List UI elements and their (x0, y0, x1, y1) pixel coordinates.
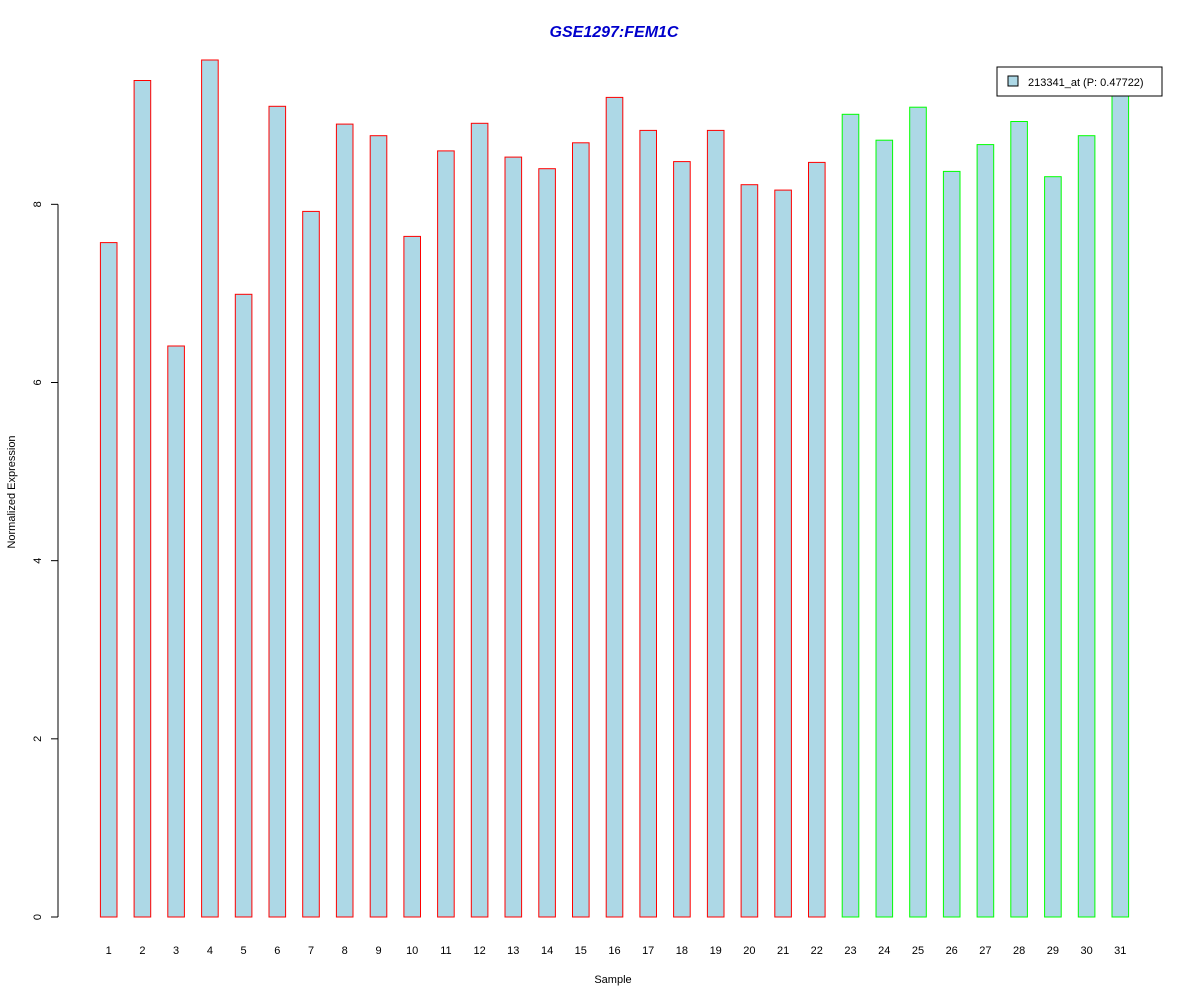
y-tick-label: 0 (32, 914, 44, 920)
bar-sample-1 (99, 242, 118, 918)
x-tick-label: 14 (541, 945, 553, 957)
bars-layer (99, 59, 1130, 918)
bar-sample-14 (538, 168, 556, 918)
bar-sample-21 (774, 189, 792, 918)
bar-sample-26 (942, 170, 961, 918)
bar-sample-27 (976, 144, 995, 918)
bar-sample-8 (335, 123, 354, 918)
bar-sample-24 (875, 139, 894, 918)
bar-sample-31 (1111, 88, 1130, 918)
bar-sample-20 (740, 184, 759, 918)
x-tick-label: 10 (406, 945, 418, 957)
x-tick-label: 22 (811, 945, 823, 957)
x-tick-label: 11 (440, 945, 451, 957)
x-tick-label: 26 (946, 945, 958, 957)
x-tick-label: 9 (375, 945, 381, 957)
x-tick-label: 21 (777, 945, 789, 957)
x-tick-label: 31 (1114, 945, 1126, 957)
bar-sample-5 (234, 293, 253, 918)
x-tick-label: 1 (106, 945, 112, 957)
x-tick-label: 3 (173, 945, 179, 957)
bar-sample-25 (909, 106, 927, 918)
chart-title: GSE1297:FEM1C (550, 24, 679, 41)
bar-sample-23 (841, 113, 860, 918)
bar-sample-12 (470, 122, 489, 918)
x-tick-label: 29 (1047, 945, 1059, 957)
legend-swatch (1007, 75, 1019, 87)
bar-sample-16 (605, 96, 624, 918)
bar-sample-30 (1077, 135, 1096, 918)
bar-sample-6 (268, 105, 287, 918)
x-tick-label: 16 (608, 945, 620, 957)
legend-box (996, 66, 1163, 97)
bar-sample-11 (437, 150, 455, 918)
bar-sample-3 (167, 345, 185, 918)
x-tick-label: 8 (342, 945, 348, 957)
x-tick-label: 4 (207, 945, 213, 957)
x-tick-label: 28 (1013, 945, 1025, 957)
y-tick-label: 8 (32, 201, 44, 207)
x-tick-label: 18 (676, 945, 688, 957)
y-tick-label: 4 (32, 558, 44, 564)
x-tick-label: 23 (844, 945, 856, 957)
bar-sample-18 (673, 161, 691, 918)
x-tick-label: 7 (308, 945, 314, 957)
x-tick-label: 15 (575, 945, 587, 957)
bar-sample-9 (369, 135, 388, 918)
x-tick-label: 27 (979, 945, 991, 957)
x-tick-label: 25 (912, 945, 924, 957)
x-tick-label: 12 (473, 945, 485, 957)
x-axis-label: Sample (594, 974, 631, 986)
x-tick-label: 30 (1080, 945, 1092, 957)
bar-sample-13 (504, 156, 523, 918)
x-tick-label: 2 (139, 945, 145, 957)
bar-sample-15 (572, 142, 590, 918)
legend-label: 213341_at (P: 0.47722) (1028, 77, 1144, 89)
x-tick-labels: 1 2 3 4 5 6 7 8 9 10 11 12 13 14 15 16 17 18 19 20 21 22 23 24 2… (106, 945, 1127, 957)
x-tick-label: 13 (507, 945, 519, 957)
bar-sample-29 (1044, 176, 1062, 918)
bar-sample-19 (706, 129, 725, 918)
bar-sample-28 (1010, 121, 1028, 918)
x-tick-label: 6 (274, 945, 280, 957)
x-tick-label: 5 (241, 945, 247, 957)
bar-sample-22 (808, 161, 826, 918)
y-tick-label: 6 (32, 379, 44, 385)
x-tick-label: 19 (710, 945, 722, 957)
y-axis-label: Normalized Expression (6, 435, 18, 548)
bar-sample-2 (133, 80, 152, 918)
bar-sample-4 (201, 59, 219, 918)
x-tick-label: 24 (878, 945, 890, 957)
x-tick-label: 20 (743, 945, 755, 957)
legend: 213341_at (P: 0.47722) (996, 66, 1163, 97)
y-tick-label: 2 (32, 736, 44, 742)
bar-sample-10 (403, 235, 421, 918)
bar-sample-7 (302, 210, 320, 918)
bar-sample-17 (639, 129, 658, 918)
x-tick-label: 17 (642, 945, 654, 957)
y-axis: 0 2 4 6 8 (32, 201, 59, 920)
